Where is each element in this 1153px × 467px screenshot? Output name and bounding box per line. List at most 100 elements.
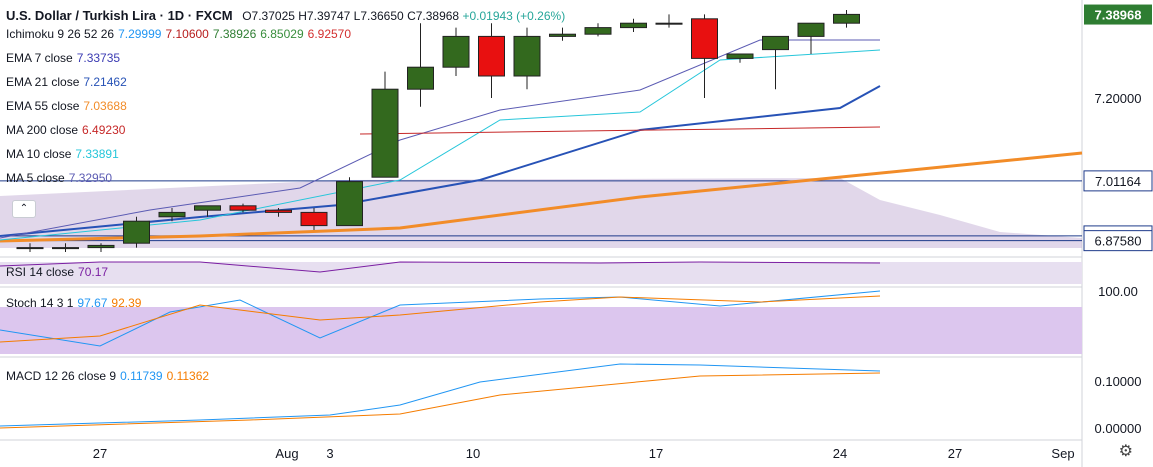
- bullish-candle: [797, 22, 825, 37]
- open-value: O7.37025: [242, 9, 295, 23]
- bullish-candle: [584, 27, 612, 35]
- indicator-value: 7.10600: [165, 27, 209, 41]
- bearish-candle: [691, 18, 718, 59]
- symbol-title[interactable]: U.S. Dollar / Turkish Lira · 1D · FXCM: [6, 8, 233, 23]
- bearish-candle: [229, 205, 257, 211]
- macd-tick-label: 0.10000: [1095, 374, 1142, 389]
- bullish-candle: [762, 35, 789, 51]
- bullish-candle: [16, 247, 44, 250]
- bullish-candle: [407, 66, 434, 90]
- indicator-value: 7.33891: [75, 147, 119, 161]
- indicator-value: 7.21462: [83, 75, 127, 89]
- price-line-badge: [1083, 170, 1153, 192]
- indicator-legend[interactable]: MA 10 close 7.33891: [6, 147, 119, 161]
- indicator-name: EMA 55 close: [6, 99, 80, 113]
- indicator-value: 7.33735: [76, 51, 121, 65]
- indicator-value: 0.11739: [120, 369, 163, 383]
- bullish-candle: [513, 35, 541, 77]
- indicator-legend[interactable]: EMA 21 close 7.21462: [6, 75, 127, 89]
- bullish-candle: [87, 244, 115, 249]
- indicator-value: 92.39: [111, 296, 142, 310]
- close-value: C7.38968: [407, 9, 460, 23]
- stoch-d-line: [0, 295, 881, 343]
- ema7-line: [0, 39, 880, 239]
- bullish-candle: [442, 35, 470, 68]
- indicator-name: EMA 21 close: [6, 75, 80, 89]
- price-line-label: 6.87580: [1095, 234, 1142, 249]
- bearish-candle: [478, 35, 505, 77]
- x-axis-label: 17: [649, 446, 663, 461]
- last-price-badge: [1084, 4, 1152, 25]
- x-axis-label: 27: [93, 446, 107, 461]
- x-axis-label: 27: [948, 446, 962, 461]
- bullish-candle: [52, 247, 79, 250]
- bullish-candle: [620, 22, 647, 29]
- bullish-candle: [549, 33, 576, 37]
- stoch-tick-label: 100.00: [1098, 284, 1138, 299]
- indicator-legend[interactable]: Ichimoku 9 26 52 26 7.29999 7.10600 7.38926…: [6, 27, 351, 41]
- indicator-legend[interactable]: EMA 55 close 7.03688: [6, 99, 127, 113]
- ma200-line: [359, 126, 881, 135]
- indicator-name: MA 10 close: [6, 147, 72, 161]
- bullish-candle: [833, 13, 860, 24]
- indicator-name: Ichimoku 9 26 52 26: [6, 27, 115, 41]
- indicator-name: MA 5 close: [6, 171, 65, 185]
- rsi-legend[interactable]: RSI 14 close 70.17: [6, 265, 108, 279]
- bullish-candle: [655, 22, 683, 25]
- x-axis-label: Aug: [275, 446, 298, 461]
- indicator-value: 7.38926: [212, 27, 257, 41]
- stoch-band: [0, 307, 1082, 354]
- bearish-candle: [300, 211, 328, 227]
- indicator-value: 7.03688: [83, 99, 127, 113]
- high-value: H7.39747: [298, 9, 351, 23]
- bullish-candle: [726, 53, 754, 59]
- macd-line: [0, 363, 881, 427]
- ichimoku-cloud: [0, 178, 1082, 248]
- bearish-candle: [265, 209, 292, 213]
- price-line-badge: [1083, 230, 1153, 252]
- bullish-candle: [371, 88, 399, 178]
- indicator-value: 0.11362: [166, 369, 210, 383]
- bullish-candle: [158, 211, 186, 218]
- indicator-name: MACD 12 26 close 9: [6, 369, 117, 383]
- x-axis-label: Sep: [1051, 446, 1074, 461]
- indicator-value: 6.92570: [307, 27, 352, 41]
- chart-header: U.S. Dollar / Turkish Lira · 1D · FXCM O…: [6, 8, 565, 23]
- indicator-legend[interactable]: MA 5 close 7.32950: [6, 171, 112, 185]
- macd-legend[interactable]: MACD 12 26 close 9 0.11739 0.11362: [6, 369, 209, 383]
- x-axis-label: 3: [326, 446, 333, 461]
- macd-signal-line: [0, 372, 881, 429]
- macd-tick-label: 0.00000: [1095, 421, 1142, 436]
- gear-icon[interactable]: ⚙: [1118, 443, 1133, 460]
- x-axis-label: 10: [466, 446, 480, 461]
- bullish-candle: [336, 181, 363, 227]
- indicator-value: 70.17: [78, 265, 109, 279]
- change-value: +0.01943 (+0.26%): [462, 9, 566, 23]
- indicator-legend[interactable]: MA 200 close 6.49230: [6, 123, 125, 137]
- indicator-name: MA 200 close: [6, 123, 79, 137]
- collapse-legend-button[interactable]: ⌃: [12, 200, 36, 218]
- bullish-candle: [194, 205, 221, 211]
- last-price-label: 7.38968: [1095, 8, 1142, 23]
- indicator-legend[interactable]: EMA 7 close 7.33735: [6, 51, 120, 65]
- indicator-name: RSI 14 close: [6, 265, 75, 279]
- indicator-name: Stoch 14 3 1: [6, 296, 74, 310]
- low-value: L7.36650: [353, 9, 404, 23]
- rsi-line: [0, 261, 881, 273]
- rsi-band: [0, 262, 1082, 284]
- x-axis-label: 24: [833, 446, 847, 461]
- indicator-value: 6.49230: [82, 123, 126, 137]
- ema21-line: [0, 85, 881, 237]
- indicator-value: 7.32950: [68, 171, 113, 185]
- indicator-value: 7.29999: [118, 27, 162, 41]
- ohlc-readout: O7.37025 H7.39747 L7.36650 C7.38968 +0.0…: [242, 9, 565, 23]
- price-line-label: 7.01164: [1095, 174, 1141, 189]
- stoch-legend[interactable]: Stoch 14 3 1 97.67 92.39: [6, 296, 141, 310]
- ma10-line: [0, 49, 881, 241]
- bullish-candle: [123, 220, 150, 244]
- indicator-value: 97.67: [77, 296, 108, 310]
- indicator-name: EMA 7 close: [6, 51, 73, 65]
- stoch-k-line: [0, 290, 881, 347]
- price-tick-label: 7.20000: [1095, 91, 1142, 106]
